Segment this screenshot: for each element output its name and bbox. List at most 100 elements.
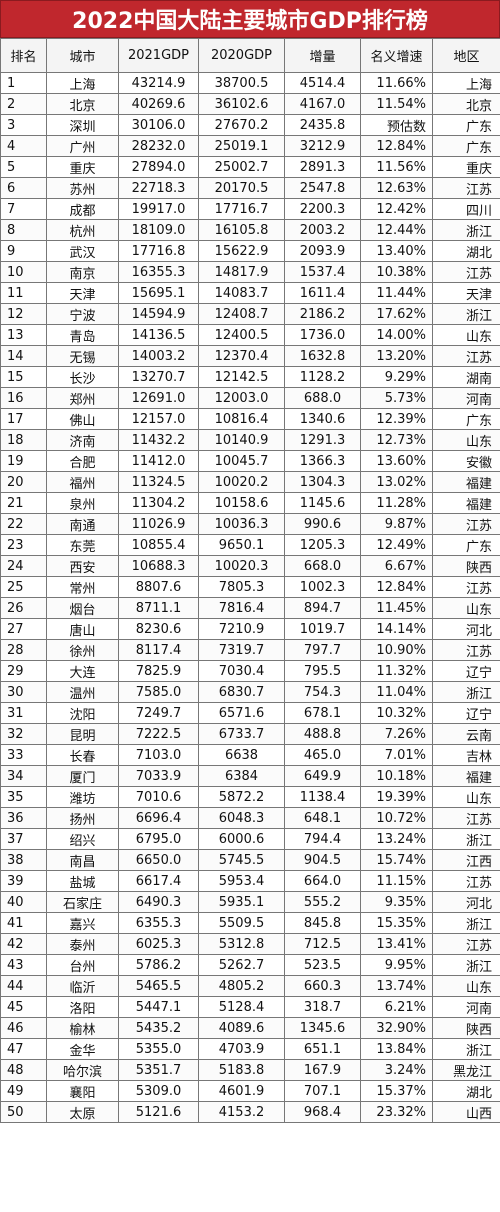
gdp-2020-cell: 10045.7 [198,450,285,472]
gdp-2020-cell: 14817.9 [198,261,285,283]
increase-cell: 678.1 [284,702,361,724]
increase-cell: 904.5 [284,849,361,871]
growth-rate-cell: 14.14% [360,618,433,640]
gdp-2021-cell: 40269.6 [118,93,199,115]
increase-cell: 1304.3 [284,471,361,493]
region-cell: 上海 [432,72,500,94]
gdp-2020-cell: 16105.8 [198,219,285,241]
city-cell: 宁波 [46,303,119,325]
city-cell: 洛阳 [46,996,119,1018]
gdp-2021-cell: 6696.4 [118,807,199,829]
city-cell: 上海 [46,72,119,94]
city-cell: 泉州 [46,492,119,514]
region-cell: 江苏 [432,177,500,199]
gdp-2021-cell: 5121.6 [118,1101,199,1123]
table-row: 24 西安 10688.3 10020.3 668.0 6.67% 陕西 [0,555,500,577]
table-row: 50 太原 5121.6 4153.2 968.4 23.32% 山西 [0,1101,500,1123]
table-row: 6 苏州 22718.3 20170.5 2547.8 12.63% 江苏 [0,177,500,199]
table-row: 8 杭州 18109.0 16105.8 2003.2 12.44% 浙江 [0,219,500,241]
region-cell: 浙江 [432,828,500,850]
gdp-2020-cell: 12408.7 [198,303,285,325]
table-row: 30 温州 7585.0 6830.7 754.3 11.04% 浙江 [0,681,500,703]
increase-cell: 465.0 [284,744,361,766]
rank-cell: 8 [0,219,47,241]
table-row: 28 徐州 8117.4 7319.7 797.7 10.90% 江苏 [0,639,500,661]
gdp-2021-cell: 19917.0 [118,198,199,220]
city-cell: 青岛 [46,324,119,346]
gdp-2020-cell: 10020.3 [198,555,285,577]
city-cell: 广州 [46,135,119,157]
city-cell: 长沙 [46,366,119,388]
gdp-2021-cell: 13270.7 [118,366,199,388]
rank-cell: 12 [0,303,47,325]
city-cell: 北京 [46,93,119,115]
city-cell: 杭州 [46,219,119,241]
gdp-2021-cell: 5355.0 [118,1038,199,1060]
gdp-2020-cell: 5183.8 [198,1059,285,1081]
region-cell: 安徽 [432,450,500,472]
gdp-2021-cell: 30106.0 [118,114,199,136]
gdp-2021-cell: 43214.9 [118,72,199,94]
region-cell: 福建 [432,471,500,493]
rank-cell: 49 [0,1080,47,1102]
growth-rate-cell: 11.28% [360,492,433,514]
increase-cell: 2435.8 [284,114,361,136]
city-cell: 唐山 [46,618,119,640]
gdp-2020-cell: 6830.7 [198,681,285,703]
table-row: 47 金华 5355.0 4703.9 651.1 13.84% 浙江 [0,1038,500,1060]
growth-rate-cell: 11.44% [360,282,433,304]
city-cell: 昆明 [46,723,119,745]
rank-cell: 7 [0,198,47,220]
increase-cell: 707.1 [284,1080,361,1102]
gdp-2021-cell: 5435.2 [118,1017,199,1039]
gdp-2020-cell: 6048.3 [198,807,285,829]
table-row: 41 嘉兴 6355.3 5509.5 845.8 15.35% 浙江 [0,912,500,934]
gdp-2021-cell: 11432.2 [118,429,199,451]
rank-cell: 43 [0,954,47,976]
rank-cell: 26 [0,597,47,619]
city-cell: 沈阳 [46,702,119,724]
table-row: 5 重庆 27894.0 25002.7 2891.3 11.56% 重庆 [0,156,500,178]
gdp-2020-cell: 7210.9 [198,618,285,640]
city-cell: 济南 [46,429,119,451]
gdp-2021-cell: 8117.4 [118,639,199,661]
growth-rate-cell: 6.21% [360,996,433,1018]
header-city: 城市 [46,38,119,73]
gdp-2020-cell: 5312.8 [198,933,285,955]
growth-rate-cell: 12.73% [360,429,433,451]
table-row: 12 宁波 14594.9 12408.7 2186.2 17.62% 浙江 [0,303,500,325]
table-row: 22 南通 11026.9 10036.3 990.6 9.87% 江苏 [0,513,500,535]
rank-cell: 4 [0,135,47,157]
gdp-2020-cell: 17716.7 [198,198,285,220]
increase-cell: 648.1 [284,807,361,829]
gdp-2021-cell: 5465.5 [118,975,199,997]
increase-cell: 1205.3 [284,534,361,556]
growth-rate-cell: 12.39% [360,408,433,430]
gdp-2021-cell: 11412.0 [118,450,199,472]
gdp-2021-cell: 11026.9 [118,513,199,535]
gdp-2020-cell: 4089.6 [198,1017,285,1039]
gdp-2021-cell: 8807.6 [118,576,199,598]
growth-rate-cell: 13.02% [360,471,433,493]
growth-rate-cell: 7.01% [360,744,433,766]
city-cell: 西安 [46,555,119,577]
growth-rate-cell: 12.42% [360,198,433,220]
increase-cell: 1019.7 [284,618,361,640]
growth-rate-cell: 13.20% [360,345,433,367]
header-gdp-2021: 2021GDP [118,38,199,73]
gdp-2021-cell: 18109.0 [118,219,199,241]
increase-cell: 1145.6 [284,492,361,514]
growth-rate-cell: 11.54% [360,93,433,115]
gdp-2021-cell: 8230.6 [118,618,199,640]
rank-cell: 10 [0,261,47,283]
gdp-2020-cell: 7816.4 [198,597,285,619]
table-row: 25 常州 8807.6 7805.3 1002.3 12.84% 江苏 [0,576,500,598]
city-cell: 常州 [46,576,119,598]
rank-cell: 24 [0,555,47,577]
increase-cell: 968.4 [284,1101,361,1123]
rank-cell: 21 [0,492,47,514]
increase-cell: 3212.9 [284,135,361,157]
table-row: 35 潍坊 7010.6 5872.2 1138.4 19.39% 山东 [0,786,500,808]
table-row: 2 北京 40269.6 36102.6 4167.0 11.54% 北京 [0,93,500,115]
city-cell: 福州 [46,471,119,493]
